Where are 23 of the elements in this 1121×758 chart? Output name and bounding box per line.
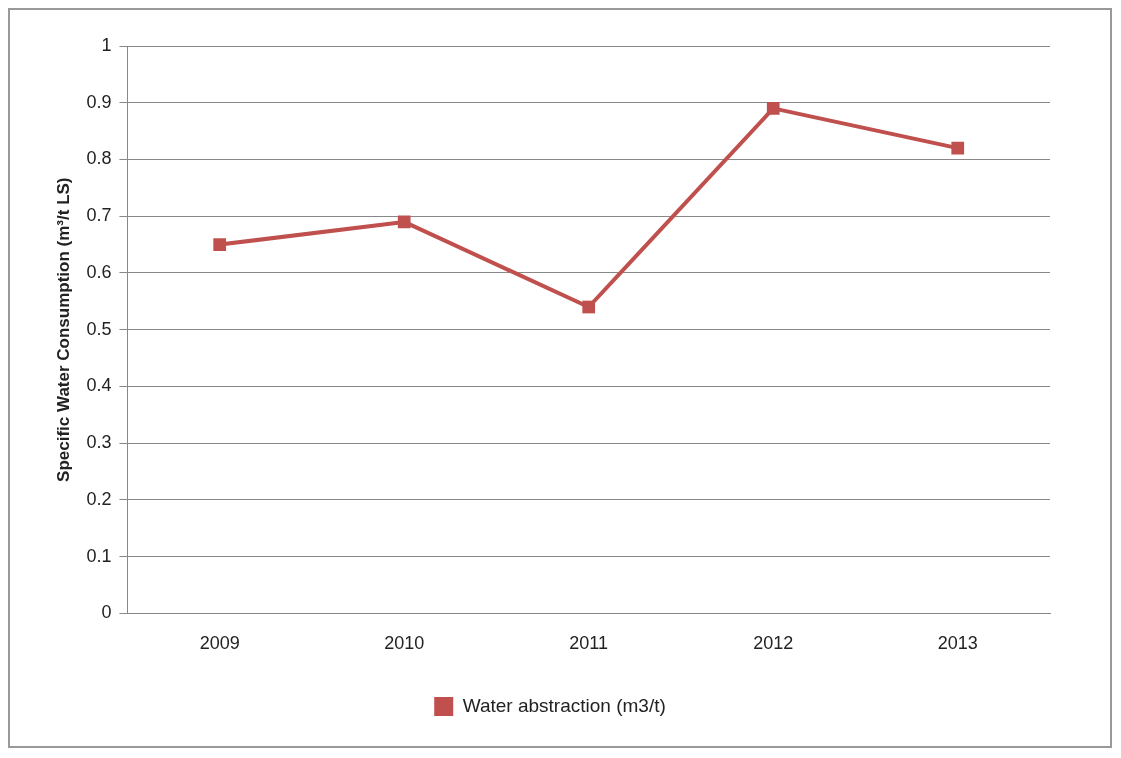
y-tick-label: 0.3 xyxy=(86,432,112,453)
y-tick-label: 0.9 xyxy=(86,91,112,112)
point xyxy=(766,102,780,115)
x-tick-label: 2009 xyxy=(199,633,240,654)
x-tick-label: 2010 xyxy=(384,633,425,654)
legend-label: Water abstraction (m3/t) xyxy=(462,694,666,716)
y-tick-label: 0.6 xyxy=(86,261,112,282)
point xyxy=(951,141,965,155)
x-tick-label: 2011 xyxy=(569,633,609,654)
y-tick-label: 0.2 xyxy=(86,488,112,509)
y-tick-label: 0.4 xyxy=(86,375,112,396)
point xyxy=(213,238,227,251)
y-tick-label: 0.8 xyxy=(86,148,112,169)
x-tick-label: 2012 xyxy=(753,633,794,654)
point xyxy=(397,215,411,229)
y-tick-label: 0.1 xyxy=(86,545,112,566)
x-tick-label: 2013 xyxy=(937,633,978,654)
y-tick-label: 0.5 xyxy=(86,318,112,339)
point xyxy=(582,300,596,314)
y-tick-label: 0.7 xyxy=(86,205,112,226)
y-axis-title: Specific Water Consumption (m³/t LS) xyxy=(53,177,73,482)
y-tick-label: 0 xyxy=(101,602,112,623)
y-tick-label: 1 xyxy=(101,34,112,55)
